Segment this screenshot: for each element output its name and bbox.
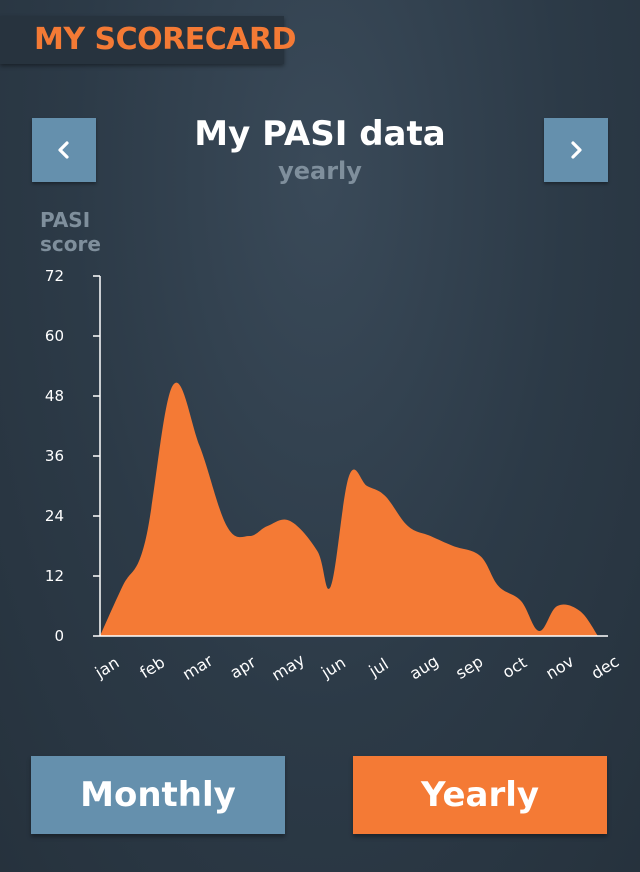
yearly-button[interactable]: Yearly (353, 756, 607, 834)
y-axis-label: PASI score (40, 208, 120, 256)
x-tick-label-may: may (268, 650, 308, 685)
y-tick-label-72: 72 (45, 267, 64, 285)
x-tick-label-oct: oct (499, 653, 530, 682)
pasi-area-chart: 0 12 24 36 48 60 72 jan feb mar apr may jun jul aug sep… (45, 267, 622, 685)
y-tick-label-36: 36 (45, 447, 64, 465)
chevron-left-icon (58, 141, 69, 159)
pasi-area (100, 382, 598, 636)
x-tick-label-jan: jan (91, 653, 123, 683)
next-period-button[interactable] (544, 118, 608, 182)
x-tick-label-aug: aug (406, 651, 442, 683)
chart-subtitle: yearly (278, 157, 362, 185)
x-tick-label-feb: feb (136, 652, 168, 682)
y-tick-label-60: 60 (45, 327, 64, 345)
x-tick-label-jun: jun (317, 653, 349, 683)
x-tick-label-sep: sep (452, 652, 486, 683)
y-tick-label-24: 24 (45, 507, 64, 525)
y-tick-label-48: 48 (45, 387, 64, 405)
chart-title: My PASI data (194, 114, 446, 154)
page-title: MY SCORECARD (34, 22, 296, 57)
x-tick-label-nov: nov (542, 651, 577, 683)
x-tick-label-jul: jul (365, 654, 392, 681)
x-tick-label-apr: apr (227, 652, 260, 682)
y-axis-label-line-2: score (40, 232, 101, 256)
header-tab (0, 16, 284, 64)
monthly-button[interactable]: Monthly (31, 756, 285, 834)
x-tick-label-mar: mar (179, 651, 217, 684)
y-tick-label-12: 12 (45, 567, 64, 585)
y-axis-label-line-1: PASI (40, 208, 91, 232)
prev-period-button[interactable] (32, 118, 96, 182)
x-tick-label-dec: dec (588, 652, 622, 683)
chevron-right-icon (571, 141, 582, 159)
y-tick-label-0: 0 (54, 627, 64, 645)
